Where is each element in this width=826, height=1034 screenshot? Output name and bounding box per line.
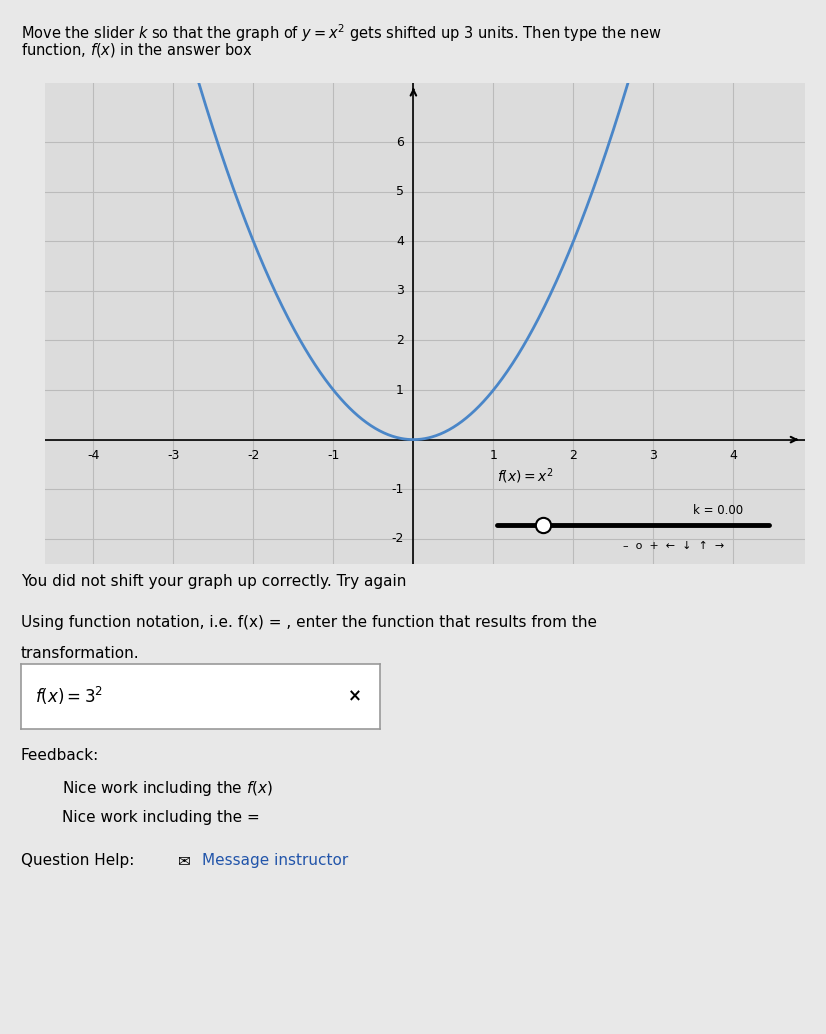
Text: 3: 3: [396, 284, 404, 298]
Text: 2: 2: [569, 449, 577, 461]
Text: ✉: ✉: [178, 853, 190, 869]
Text: -2: -2: [247, 449, 259, 461]
Text: k = 0.00: k = 0.00: [693, 505, 743, 517]
Text: -1: -1: [392, 483, 404, 495]
Text: $f(x) = 3^2$: $f(x) = 3^2$: [35, 686, 103, 707]
Text: Message instructor: Message instructor: [202, 853, 349, 869]
Text: -1: -1: [327, 449, 339, 461]
Text: ×: ×: [348, 688, 362, 705]
Text: function, $f(x)$ in the answer box: function, $f(x)$ in the answer box: [21, 41, 252, 59]
Text: 1: 1: [396, 384, 404, 397]
Text: Using function notation, i.e. f(x) = , enter the function that results from the: Using function notation, i.e. f(x) = , e…: [21, 615, 596, 631]
Text: 1: 1: [490, 449, 497, 461]
Text: Question Help:: Question Help:: [21, 853, 144, 869]
Text: 4: 4: [396, 235, 404, 248]
Text: 6: 6: [396, 135, 404, 149]
Text: -2: -2: [392, 533, 404, 545]
Text: -4: -4: [88, 449, 100, 461]
Text: $f(x) = x^2$: $f(x) = x^2$: [497, 467, 554, 486]
Text: 5: 5: [396, 185, 404, 199]
Text: Move the slider $k$ so that the graph of $y = x^2$ gets shifted up 3 units. Then: Move the slider $k$ so that the graph of…: [21, 23, 661, 44]
Text: –  o  +  ←  ↓  ↑  →: – o + ← ↓ ↑ →: [623, 541, 724, 551]
Text: Feedback:: Feedback:: [21, 748, 99, 763]
Text: 3: 3: [649, 449, 657, 461]
Text: Nice work including the $f(x)$: Nice work including the $f(x)$: [62, 779, 273, 797]
Text: 2: 2: [396, 334, 404, 347]
Text: Nice work including the =: Nice work including the =: [62, 810, 259, 825]
Text: -3: -3: [167, 449, 179, 461]
Text: You did not shift your graph up correctly. Try again: You did not shift your graph up correctl…: [21, 574, 406, 589]
Text: 4: 4: [729, 449, 738, 461]
Text: transformation.: transformation.: [21, 646, 140, 662]
